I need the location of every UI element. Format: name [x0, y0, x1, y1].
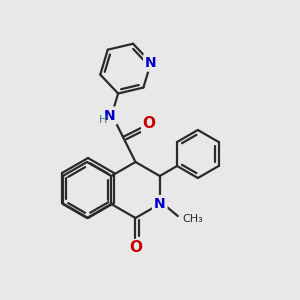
- Text: N: N: [145, 56, 157, 70]
- Text: CH₃: CH₃: [183, 214, 203, 224]
- Text: N: N: [104, 109, 116, 123]
- Text: O: O: [142, 116, 155, 131]
- Text: N: N: [154, 197, 166, 211]
- Text: H: H: [99, 115, 107, 124]
- Text: O: O: [129, 241, 142, 256]
